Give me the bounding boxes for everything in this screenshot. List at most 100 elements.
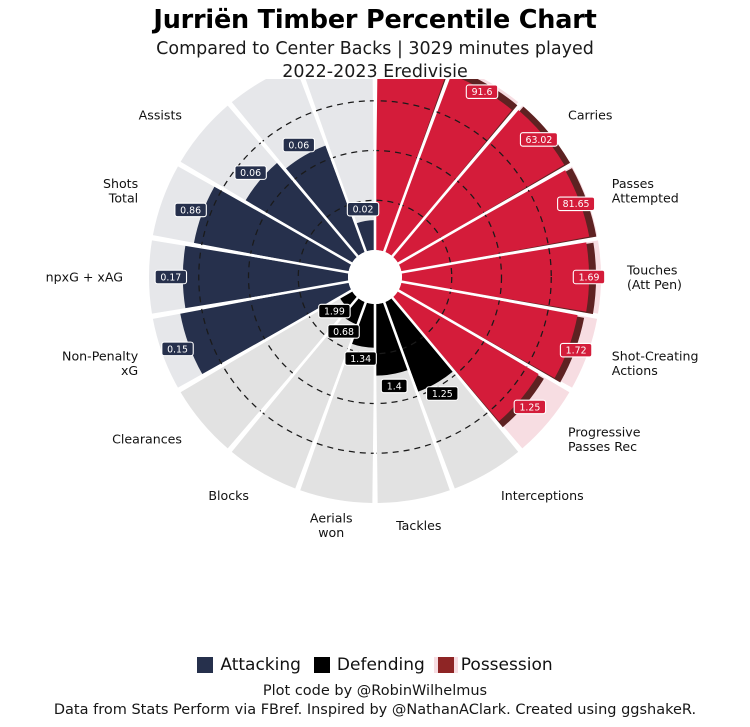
- axis-label-line: Tackles: [395, 518, 441, 533]
- value-label-box: [559, 342, 593, 358]
- metric-bar[interactable]: [245, 163, 358, 264]
- axis-label-line: Shot-Creating: [612, 349, 699, 364]
- metric-bar[interactable]: [375, 302, 408, 376]
- metric-bar[interactable]: [384, 297, 453, 392]
- sector-spoke: [400, 280, 599, 318]
- axis-label-line: Actions: [612, 363, 658, 378]
- axis-label-line: (Att Pen): [627, 277, 682, 292]
- page-title: Jurriën Timber Percentile Chart: [153, 5, 597, 35]
- metric-bar[interactable]: [286, 145, 366, 257]
- value-label-text: 91.6: [472, 87, 493, 98]
- metric-bar[interactable]: [356, 220, 375, 252]
- sector-spoke: [390, 296, 522, 452]
- metric-bar[interactable]: [401, 242, 590, 312]
- value-label-box: [344, 351, 377, 366]
- sector-spoke: [396, 162, 573, 266]
- legend-label-possession: Possession: [460, 655, 553, 675]
- chart-subtitle-season: 2022-2023 Eredivisie: [282, 61, 468, 82]
- axis-label: Clearances: [112, 432, 182, 447]
- sector-spoke: [396, 288, 573, 392]
- legend-label-defending: Defending: [336, 655, 425, 675]
- value-label-text: 1.4: [387, 381, 402, 392]
- grid-ring-25: [297, 199, 453, 355]
- axis-label: Assists: [139, 108, 182, 123]
- footer-credit: Plot code by @RobinWilhelmus: [262, 683, 488, 699]
- value-label: 0.86: [174, 202, 207, 218]
- value-label-box: [318, 303, 351, 319]
- legend-item-defending: Defending: [313, 655, 425, 675]
- axis-label-line: Progressive: [568, 424, 641, 439]
- value-label: 91.6: [465, 84, 499, 100]
- metric-bar[interactable]: [398, 282, 578, 379]
- value-label-text: 81.65: [563, 199, 590, 210]
- value-label-text: 1.25: [519, 402, 540, 413]
- value-label-text: 1.34: [350, 354, 371, 365]
- value-label: 63.02: [519, 132, 558, 147]
- axis-label: PassCompletion%: [501, 79, 513, 81]
- metric-bar[interactable]: [392, 110, 565, 264]
- metric-bar[interactable]: [193, 186, 352, 273]
- value-label-box: [154, 269, 188, 285]
- axis-label: Touches(Att Pen): [626, 262, 682, 292]
- axis-label-line: Touches: [626, 262, 677, 277]
- value-label-text: 1.72: [566, 346, 587, 357]
- metric-track: [231, 297, 366, 489]
- axis-label-line: Blocks: [208, 488, 249, 503]
- value-label-text: 0.17: [160, 272, 181, 283]
- metric-bar[interactable]: [384, 79, 512, 257]
- metric-bar[interactable]: [392, 290, 539, 422]
- axis-label-line: Shots: [103, 176, 138, 191]
- value-label-box: [346, 201, 380, 217]
- value-label-group: 8.6291.663.0281.651.691.721.251.251.41.3…: [154, 84, 606, 415]
- sector-spoke: [228, 296, 360, 452]
- sector-spoke: [301, 79, 368, 254]
- axis-label-line: Total: [108, 191, 138, 206]
- axis-label-line: won: [318, 525, 344, 540]
- axis-label-line: Passes: [612, 176, 654, 191]
- legend-swatch-defending: [313, 657, 330, 673]
- metric-bar[interactable]: [339, 290, 358, 309]
- value-label-text: 0.06: [240, 168, 261, 179]
- value-label-text: 1.99: [324, 307, 345, 318]
- value-label: 0.15: [161, 341, 194, 357]
- value-label-text: 1.25: [432, 389, 453, 400]
- value-label-box: [557, 196, 596, 212]
- value-label: 0.17: [154, 269, 188, 285]
- sector-spoke: [382, 79, 449, 254]
- value-label-text: 0.02: [353, 205, 374, 216]
- axis-label-line: Assists: [139, 108, 182, 123]
- metric-bar[interactable]: [398, 170, 590, 273]
- value-label: 1.99: [318, 303, 351, 319]
- value-label: 1.4: [380, 378, 408, 394]
- value-label-text: 0.15: [167, 344, 188, 355]
- chart-subtitle: Compared to Center Backs | 3029 minutes …: [156, 39, 594, 60]
- axis-label-line: xG: [121, 363, 138, 378]
- radial-chart-area: 8.6291.663.0281.651.691.721.251.251.41.3…: [0, 79, 750, 624]
- sector-spoke: [390, 102, 522, 259]
- value-label-text: 0.68: [333, 327, 354, 338]
- sector-spoke: [382, 301, 454, 491]
- axis-label: Tackles: [395, 518, 441, 533]
- value-label-text: 0.86: [180, 205, 201, 216]
- metric-bar[interactable]: [375, 79, 447, 252]
- value-label: 81.65: [557, 196, 596, 212]
- metric-bar[interactable]: [182, 245, 349, 309]
- sector-spoke: [151, 280, 350, 318]
- axis-label-line: Clearances: [112, 432, 182, 447]
- value-label-text: 1.69: [579, 272, 600, 283]
- sector-spoke: [228, 102, 360, 259]
- value-label: 1.25: [426, 386, 459, 401]
- legend-swatch-possession: [437, 657, 454, 673]
- axis-label-line: Non-Penalty: [62, 349, 139, 364]
- value-label-text: 63.02: [526, 135, 553, 146]
- metric-bar[interactable]: [180, 282, 352, 375]
- legend: Attacking Defending Possession: [0, 655, 750, 675]
- axis-label: Interceptions: [501, 488, 584, 503]
- value-label: 0.02: [346, 201, 380, 217]
- value-label: 0.68: [327, 324, 360, 339]
